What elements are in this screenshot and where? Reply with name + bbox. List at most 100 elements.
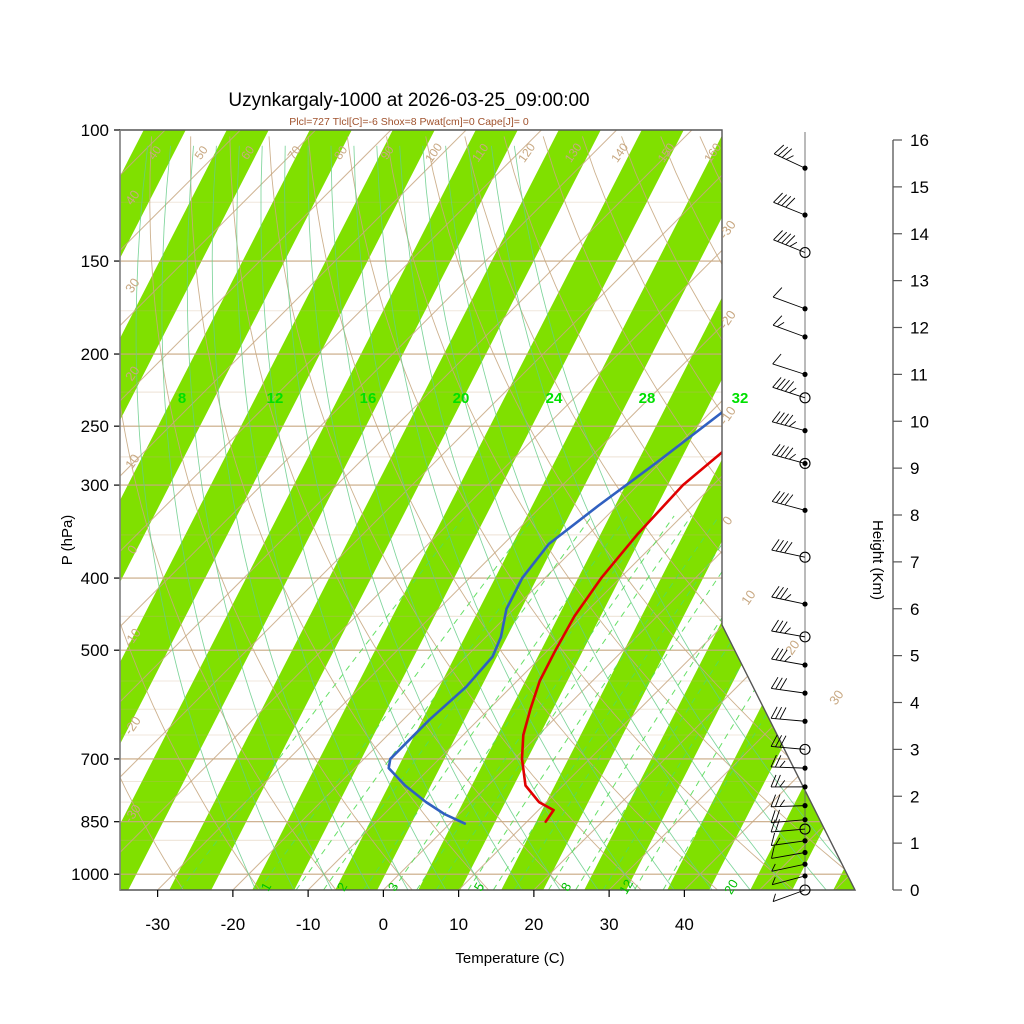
isotherm-label-left: 10 — [122, 451, 143, 471]
pressure-tick-label: 300 — [81, 476, 109, 495]
wind-barb-feather — [772, 287, 783, 298]
wind-barb-feather — [771, 845, 775, 859]
wind-barb-feather — [777, 146, 789, 156]
pressure-tick-label: 250 — [81, 417, 109, 436]
wind-barb-feather — [771, 586, 780, 598]
height-tick-label: 10 — [910, 412, 929, 431]
wind-barb-feather — [780, 446, 789, 458]
wind-barb-shaft — [772, 454, 806, 464]
pressure-axis: 100 150 200 250 300 400 500 700 850 1000 — [71, 121, 121, 890]
wind-barb-feather — [784, 494, 794, 506]
height-tick-label: 13 — [910, 272, 929, 291]
wind-barb-shaft — [771, 596, 806, 605]
wind-barb-feather — [771, 490, 781, 502]
isotherm-label-left: 20 — [122, 363, 143, 383]
height-tick-label: 15 — [910, 178, 929, 197]
wind-barb-shaft — [771, 840, 806, 846]
pressure-tick-label: 850 — [81, 813, 109, 832]
temperature-tick-label: -10 — [296, 915, 321, 934]
height-tick-label: 8 — [910, 506, 919, 525]
wind-barb-shaft — [771, 852, 806, 859]
pressure-tick-label: 700 — [81, 750, 109, 769]
wind-barb-shaft — [772, 363, 806, 375]
height-tick-label: 0 — [910, 881, 919, 900]
wind-barb-feather — [775, 809, 780, 823]
wind-barb-feather — [784, 627, 791, 634]
wind-barb-feather — [771, 647, 779, 660]
wind-barb-feather — [772, 353, 782, 365]
wind-barb-feather — [781, 148, 793, 158]
wind-barb-shaft — [772, 501, 806, 511]
wind-barb-feather — [775, 677, 783, 690]
height-axis-title: Height (Km) — [869, 520, 886, 600]
moist-adiabat-lines — [135, 145, 855, 890]
height-tick-label: 4 — [910, 694, 919, 713]
wind-barb-column — [770, 132, 811, 903]
wind-barb-shaft — [772, 875, 806, 886]
wind-barb-shaft — [770, 766, 806, 769]
wind-barb-feather — [774, 774, 781, 788]
wind-barb-feather — [779, 760, 786, 768]
height-tick-label: 14 — [910, 225, 929, 244]
temperature-tick-label: 0 — [379, 915, 388, 934]
wind-barb-feather — [775, 706, 782, 719]
wind-barb-feather — [780, 413, 789, 425]
wind-barb-feather — [777, 194, 788, 205]
wind-barb-feather — [770, 734, 778, 747]
wind-barb-feather — [773, 230, 783, 241]
wind-barb-feather — [771, 877, 776, 885]
temperature-tick-label: 40 — [675, 915, 694, 934]
isotherm-label-left: 30 — [122, 275, 143, 295]
height-tick-label: 12 — [910, 319, 929, 338]
wind-barb-feather — [789, 241, 798, 247]
wind-barb-shaft — [770, 805, 806, 808]
wind-barb-feather — [788, 421, 796, 427]
wind-barb-shaft — [771, 549, 806, 558]
wind-barb-feather — [780, 541, 789, 553]
wind-barb-feather — [775, 648, 784, 661]
wind-barb-feather — [770, 819, 776, 833]
wind-barb-feather — [774, 794, 781, 807]
pressure-tick-label: 100 — [81, 121, 109, 140]
wind-barb-feather — [772, 377, 782, 388]
wind-barb-feather — [780, 493, 789, 505]
wind-barb-feather — [781, 233, 792, 244]
wind-barb-feather — [785, 197, 796, 208]
wind-barb-feather — [779, 707, 787, 720]
wind-barb-feather — [784, 447, 794, 459]
wind-barb-shaft — [771, 687, 806, 694]
wind-barb-feather — [779, 799, 785, 807]
wind-barb-shaft — [772, 296, 806, 310]
temperature-tick-label: -20 — [221, 915, 246, 934]
wind-level-circle — [799, 392, 811, 404]
wind-barb-feather — [770, 676, 779, 689]
mixing-ratio-label-mid: 12 — [267, 390, 284, 407]
mixing-ratio-label-bottom: 20 — [721, 877, 741, 897]
wind-barb-feather — [773, 144, 785, 155]
mixing-ratio-label-mid: 8 — [178, 390, 186, 407]
wind-barb-feather — [776, 378, 786, 389]
wind-barb-feather — [784, 541, 793, 554]
mixing-ratio-label-mid: 28 — [639, 390, 656, 407]
wind-barb-shaft — [771, 863, 806, 872]
wind-barb-feather — [779, 649, 788, 661]
wind-level-circle — [799, 457, 811, 469]
height-tick-label: 11 — [910, 365, 928, 384]
chart-subtitle: Plcl=727 Tlcl[C]=-6 Shox=8 Pwat[cm]=0 Ca… — [289, 116, 529, 128]
temperature-tick-label: 30 — [600, 915, 619, 934]
wind-barb-feather — [775, 540, 784, 552]
wind-barb-feather — [770, 810, 776, 823]
wind-barb-feather — [775, 620, 784, 632]
wind-barb-feather — [780, 587, 789, 600]
mixing-ratio-label-mid: 24 — [546, 390, 563, 407]
wind-level-circle — [799, 631, 811, 643]
wind-barb-feather — [772, 893, 776, 902]
wind-barb-shaft — [771, 819, 806, 824]
pressure-tick-label: 500 — [81, 641, 109, 660]
wind-barb-feather — [773, 192, 783, 203]
wind-barb-feather — [775, 837, 781, 846]
wind-barb-feather — [771, 539, 780, 551]
wind-barb-feather — [779, 621, 788, 633]
